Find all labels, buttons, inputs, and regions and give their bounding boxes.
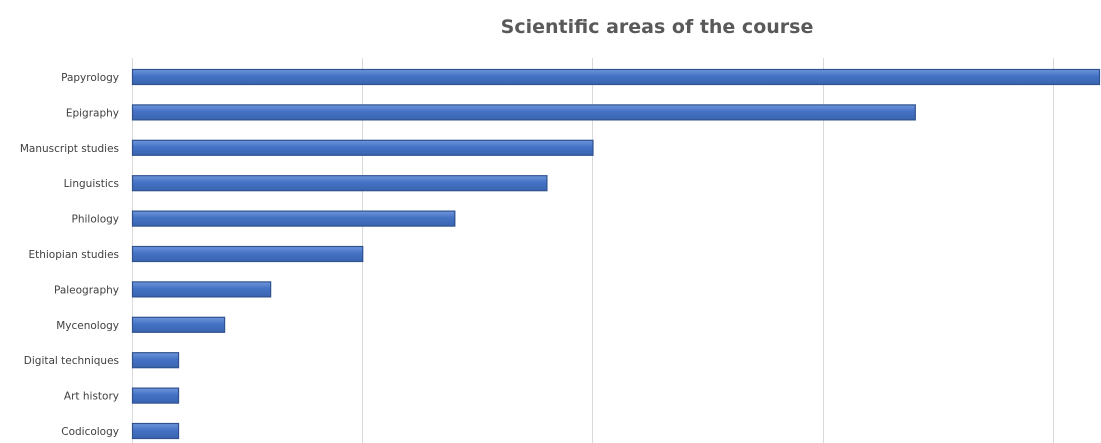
bar-ethiopian-studies <box>131 245 364 263</box>
category-label: Codicology <box>61 426 119 438</box>
bar-linguistics <box>131 175 548 192</box>
category-label: Mycenology <box>56 320 119 332</box>
bar-philology <box>131 210 456 227</box>
bar-digital-techniques <box>131 352 180 369</box>
bar-papyrology <box>131 68 1101 86</box>
category-label: Epigraphy <box>66 107 119 119</box>
category-label: Philology <box>72 214 119 226</box>
category-label: Art history <box>64 391 119 403</box>
category-label: Ethiopian studies <box>28 249 119 261</box>
category-label: Paleography <box>54 284 119 296</box>
category-label: Linguistics <box>64 178 119 190</box>
bar-art-history <box>131 387 180 404</box>
bars <box>131 68 1101 440</box>
bar-manuscript-studies <box>131 139 594 156</box>
category-label: Digital techniques <box>24 355 119 367</box>
gridlines <box>132 58 1054 443</box>
chart-title: Scientific areas of the course <box>501 16 814 38</box>
category-labels: Papyrology Epigraphy Manuscript studies Lin… <box>20 72 119 438</box>
category-label: Papyrology <box>61 72 119 84</box>
bar-mycenology <box>131 316 226 333</box>
bar-epigraphy <box>131 104 916 121</box>
bar-codicology <box>131 422 180 440</box>
category-label: Manuscript studies <box>20 143 119 155</box>
bar-paleography <box>131 281 272 298</box>
